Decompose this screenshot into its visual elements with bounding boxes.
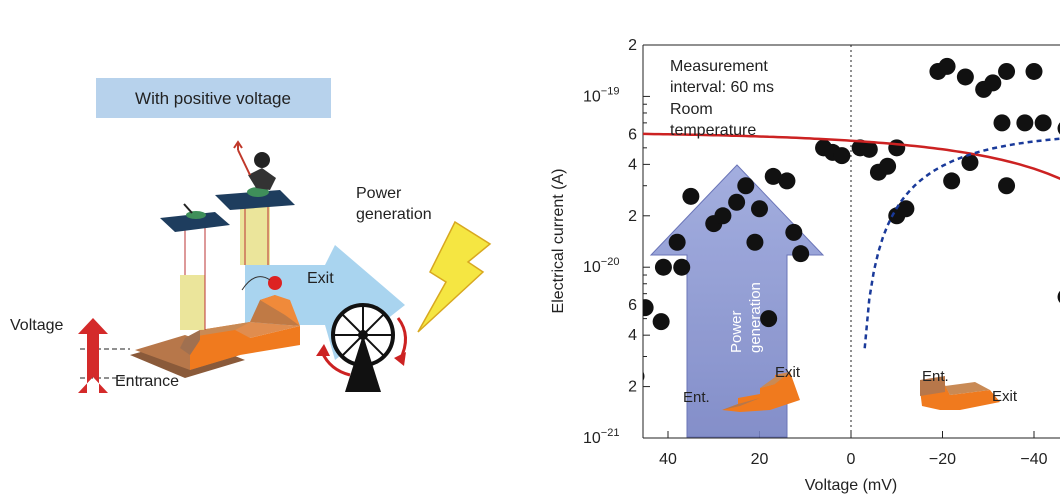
data-point bbox=[760, 310, 777, 327]
exit-label: Exit bbox=[307, 270, 334, 287]
data-point bbox=[957, 68, 974, 85]
x-tick-label: −40 bbox=[1020, 451, 1047, 468]
y-tick-label: 10−21 bbox=[583, 427, 619, 447]
data-point bbox=[728, 194, 745, 211]
data-point bbox=[785, 224, 802, 241]
data-point bbox=[737, 177, 754, 194]
lightning-icon bbox=[418, 222, 490, 332]
annotation-temperature-line1: Room bbox=[670, 101, 713, 118]
y-tick-label: 10−20 bbox=[583, 256, 619, 276]
y-tick-label: 2 bbox=[628, 37, 637, 54]
data-point bbox=[673, 259, 690, 276]
power-generation-line2: generation bbox=[356, 206, 432, 223]
y-tick-exponent: −21 bbox=[601, 427, 620, 439]
x-tick-label: 40 bbox=[659, 451, 677, 468]
demon-fork-icon bbox=[238, 150, 250, 175]
x-tick-label: 20 bbox=[751, 451, 769, 468]
data-point bbox=[655, 259, 672, 276]
data-point bbox=[746, 234, 763, 251]
data-point bbox=[1016, 114, 1033, 131]
data-point bbox=[653, 313, 670, 330]
demon-body-icon bbox=[248, 168, 276, 190]
y-tick-label: 10−19 bbox=[583, 85, 619, 105]
power-generation-line1: Power bbox=[356, 185, 402, 202]
arrow-label-line1: Power bbox=[728, 310, 745, 353]
y-ticks: 2 10−19 6 4 2 10−20 6 4 2 10−21 bbox=[583, 37, 650, 447]
particle-icon bbox=[268, 276, 282, 290]
inset-left-exit: Exit bbox=[775, 364, 801, 381]
inset-right-ent: Ent. bbox=[922, 368, 949, 385]
data-point bbox=[714, 207, 731, 224]
y-tick-label: 2 bbox=[628, 379, 637, 396]
data-point bbox=[751, 200, 768, 217]
annotation-measurement-line1: Measurement bbox=[670, 58, 768, 75]
lever-left-handle-icon bbox=[184, 204, 192, 213]
data-point bbox=[984, 74, 1001, 91]
data-point bbox=[993, 114, 1010, 131]
data-point bbox=[669, 234, 686, 251]
y-tick-exponent: −20 bbox=[601, 256, 620, 268]
x-tick-label: −20 bbox=[929, 451, 956, 468]
data-point bbox=[1035, 114, 1052, 131]
chart: 2 10−19 6 4 2 10−20 6 4 2 10−21 40 20 0 −20 −40 Power… bbox=[550, 37, 1060, 494]
data-point bbox=[682, 188, 699, 205]
inset-left-ent: Ent. bbox=[683, 389, 710, 406]
entrance-label: Entrance bbox=[115, 373, 179, 390]
data-point bbox=[637, 299, 654, 316]
y-tick-label: 6 bbox=[628, 126, 637, 143]
inset-right-exit: Exit bbox=[992, 388, 1018, 405]
data-point bbox=[897, 200, 914, 217]
y-tick-label: 4 bbox=[628, 327, 637, 344]
y-axis-title: Electrical current (A) bbox=[550, 169, 567, 314]
x-axis-title: Voltage (mV) bbox=[805, 477, 897, 494]
data-point bbox=[961, 154, 978, 171]
annotation-measurement-line2: interval: 60 ms bbox=[670, 79, 774, 96]
voltage-double-arrow-icon bbox=[78, 318, 108, 393]
data-point bbox=[879, 158, 896, 175]
x-tick-label: 0 bbox=[847, 451, 856, 468]
y-tick-label: 2 bbox=[628, 208, 637, 225]
left-diagram: With positive voltage Exit bbox=[10, 78, 490, 393]
data-point bbox=[998, 63, 1015, 80]
data-point bbox=[943, 172, 960, 189]
lever-left-icon bbox=[186, 211, 206, 219]
data-point bbox=[778, 172, 795, 189]
data-point bbox=[792, 245, 809, 262]
y-tick-label: 4 bbox=[628, 156, 637, 173]
y-tick-exponent: −19 bbox=[601, 85, 620, 97]
gate-lower bbox=[180, 275, 205, 330]
data-point bbox=[621, 405, 638, 422]
voltage-label: Voltage bbox=[10, 317, 63, 334]
data-point bbox=[1026, 63, 1043, 80]
y-tick-label: 6 bbox=[628, 297, 637, 314]
data-point bbox=[939, 58, 956, 75]
data-point bbox=[833, 147, 850, 164]
annotation-temperature-line2: temperature bbox=[670, 122, 756, 139]
data-point bbox=[998, 177, 1015, 194]
banner-text: With positive voltage bbox=[135, 89, 291, 108]
demon-head-icon bbox=[254, 152, 270, 168]
water-wheel-icon bbox=[333, 305, 393, 392]
data-point bbox=[888, 139, 905, 156]
